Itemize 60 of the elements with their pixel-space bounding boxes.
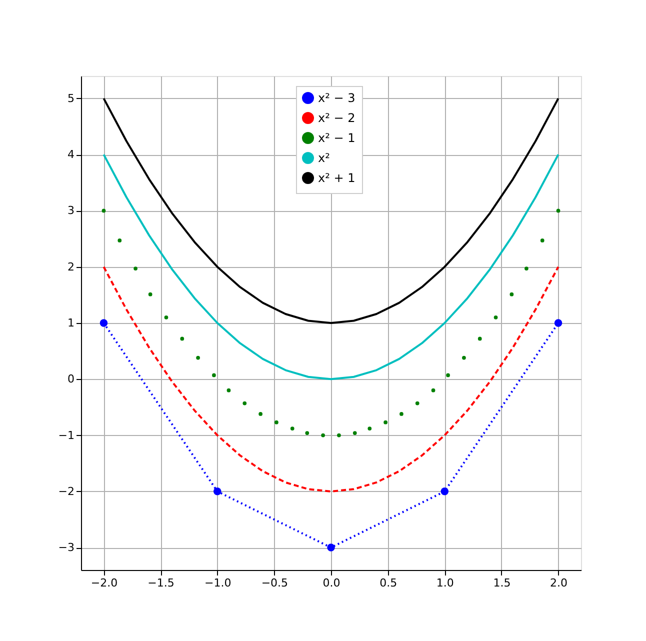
point [368,426,372,430]
x-tick-label: 0.5 [380,576,398,590]
point [213,488,222,496]
y-tick-label: 3 [68,204,74,218]
point [164,315,168,320]
y-tick-label: 5 [68,92,74,105]
point [524,266,528,270]
point [327,544,335,552]
point [180,336,184,341]
legend-label: x² − 3 [318,91,356,105]
point [305,431,310,435]
point [494,315,498,320]
legend-label: x² − 2 [318,111,356,125]
point [415,401,420,406]
legend-label: x² [318,151,330,165]
point [102,208,106,213]
line-series [102,154,560,380]
point [242,401,247,406]
point [226,388,231,392]
x-tick-label: −1.0 [204,576,232,590]
point [148,292,152,296]
y-tick-label: 0 [68,372,74,386]
point [118,238,122,242]
point [478,336,482,341]
point [258,412,262,416]
point [212,373,216,378]
point [440,488,449,496]
x-tick-label: 1.0 [436,576,454,590]
y-tick-label: 4 [68,148,74,162]
point [100,319,108,327]
point [540,238,544,242]
y-tick-label: −1 [58,428,74,442]
y-tick-label: −2 [58,484,74,498]
legend-label: x² − 1 [318,131,356,145]
y-tick-label: 2 [68,260,74,274]
x-tick-label: 1.5 [493,576,511,590]
x-tick-label: 0.0 [322,576,340,590]
point [384,420,388,424]
point [462,356,466,360]
point [400,412,404,416]
point [337,433,341,438]
legend-label: x² + 1 [318,171,356,185]
point [321,433,325,438]
point [510,292,514,296]
line-series [102,266,560,492]
point [554,319,562,327]
point [196,356,200,360]
point [446,373,450,378]
x-tick-label: −1.5 [148,576,174,590]
point [431,388,436,392]
point [274,420,278,424]
y-tick-label: 1 [68,316,74,330]
point [290,426,294,430]
x-tick-label: 2.0 [550,576,568,590]
x-tick-label: −2.0 [90,576,118,590]
x-tick-label: −0.5 [261,576,288,590]
point [134,266,138,270]
point [352,431,357,435]
y-tick-label: −3 [58,541,74,554]
point [556,208,560,213]
